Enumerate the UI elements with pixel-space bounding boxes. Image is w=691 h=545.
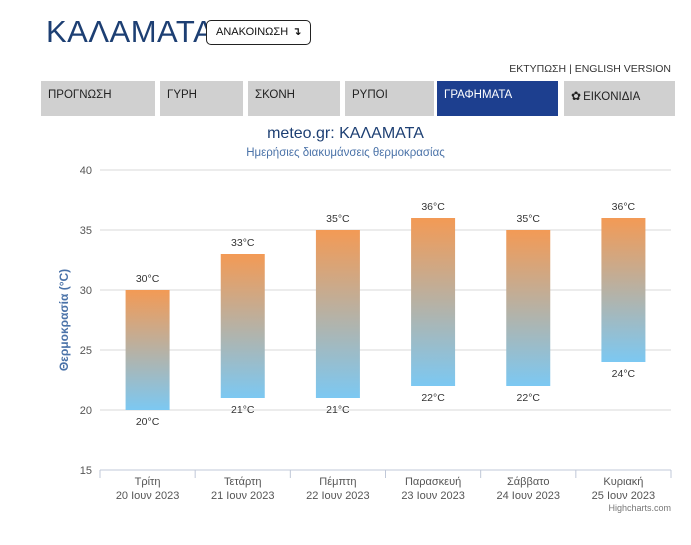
- temperature-range-bar: [220, 254, 265, 398]
- chart-subtitle: Ημερήσιες διακυμάνσεις θερμοκρασίας: [246, 147, 445, 159]
- y-tick-label: 20: [80, 405, 92, 417]
- x-tick-day-label: Τρίτη: [135, 476, 161, 488]
- tab-label: ΓΥΡΗ: [167, 89, 197, 101]
- y-tick-label: 15: [80, 465, 92, 477]
- min-temp-label: 21°C: [231, 404, 255, 416]
- max-temp-label: 36°C: [421, 201, 445, 213]
- min-temp-label: 22°C: [421, 392, 445, 404]
- temperature-range-bar: [506, 230, 551, 386]
- min-temp-label: 24°C: [612, 368, 636, 380]
- english-version-link[interactable]: ENGLISH VERSION: [574, 63, 671, 75]
- temperature-range-bar: [411, 218, 456, 386]
- tab-label: ΕΙΚΟΝΙΔΙΑ: [583, 91, 641, 103]
- temperature-range-bar: [125, 290, 170, 410]
- y-tick-label: 25: [80, 345, 92, 357]
- min-temp-label: 21°C: [326, 404, 350, 416]
- arrow-down-icon: ↴: [292, 26, 302, 38]
- link-separator: |: [569, 63, 572, 75]
- tab-pollen[interactable]: ΓΥΡΗ: [160, 81, 243, 116]
- max-temp-label: 36°C: [612, 201, 636, 213]
- y-tick-label: 30: [80, 285, 92, 297]
- x-tick-date-label: 25 Ιουν 2023: [592, 490, 656, 502]
- max-temp-label: 35°C: [326, 213, 350, 225]
- print-link[interactable]: ΕΚΤΥΠΩΣΗ: [509, 63, 567, 75]
- tab-label: ΣΚΟΝΗ: [255, 89, 295, 101]
- max-temp-label: 35°C: [517, 213, 541, 225]
- x-tick-date-label: 21 Ιουν 2023: [211, 490, 275, 502]
- x-tick-day-label: Τετάρτη: [224, 476, 262, 488]
- x-tick-date-label: 22 Ιουν 2023: [306, 490, 370, 502]
- tab-label: ΡΥΠΟΙ: [352, 89, 388, 101]
- gear-icon: ✿: [571, 89, 582, 103]
- min-temp-label: 22°C: [517, 392, 541, 404]
- x-tick-day-label: Πέμπτη: [319, 476, 356, 488]
- tab-label: ΠΡΟΓΝΩΣΗ: [48, 89, 112, 101]
- temperature-chart: meteo.gr: ΚΑΛΑΜΑΤΑ Ημερήσιες διακυμάνσει…: [0, 118, 691, 545]
- chart-title: meteo.gr: ΚΑΛΑΜΑΤΑ: [267, 125, 424, 142]
- tab-dust[interactable]: ΣΚΟΝΗ: [248, 81, 340, 116]
- x-tick-day-label: Σάββατο: [507, 476, 549, 488]
- y-tick-label: 40: [80, 165, 92, 177]
- tab-icons[interactable]: ✿ ΕΙΚΟΝΙΔΙΑ: [564, 81, 675, 116]
- top-links: ΕΚΤΥΠΩΣΗ | ENGLISH VERSION: [509, 63, 671, 75]
- announcement-button[interactable]: ΑΝΑΚΟΙΝΩΣΗ ↴: [206, 20, 312, 45]
- highcharts-credits[interactable]: Highcharts.com: [608, 503, 671, 513]
- temperature-range-bar: [315, 230, 360, 398]
- max-temp-label: 33°C: [231, 237, 255, 249]
- y-tick-label: 35: [80, 225, 92, 237]
- x-tick-date-label: 23 Ιουν 2023: [401, 490, 465, 502]
- tab-label: ΓΡΑΦΗΜΑΤΑ: [444, 89, 513, 101]
- tab-forecast[interactable]: ΠΡΟΓΝΩΣΗ: [41, 81, 155, 116]
- chart-plot: 15 20 25 30 35 40 Θερμοκρασία (°C) 30°C 20°C Τρίτ…: [57, 165, 672, 502]
- city-title: ΚΑΛΑΜΑΤΑ: [46, 14, 215, 49]
- nav-tabs: ΠΡΟΓΝΩΣΗ ΓΥΡΗ ΣΚΟΝΗ ΡΥΠΟΙ ΓΡΑΦΗΜΑΤΑ ✿ ΕΙΚ…: [41, 81, 675, 116]
- y-axis-title: Θερμοκρασία (°C): [57, 269, 71, 371]
- x-tick-day-label: Παρασκευή: [405, 476, 461, 488]
- x-tick-day-label: Κυριακή: [603, 476, 643, 488]
- tab-charts[interactable]: ΓΡΑΦΗΜΑΤΑ: [437, 81, 558, 116]
- max-temp-label: 30°C: [136, 273, 160, 285]
- min-temp-label: 20°C: [136, 416, 160, 428]
- x-tick-date-label: 24 Ιουν 2023: [496, 490, 560, 502]
- x-tick-date-label: 20 Ιουν 2023: [116, 490, 180, 502]
- temperature-range-bar: [601, 218, 646, 362]
- tab-pollutants[interactable]: ΡΥΠΟΙ: [345, 81, 434, 116]
- announcement-label: ΑΝΑΚΟΙΝΩΣΗ: [216, 26, 289, 38]
